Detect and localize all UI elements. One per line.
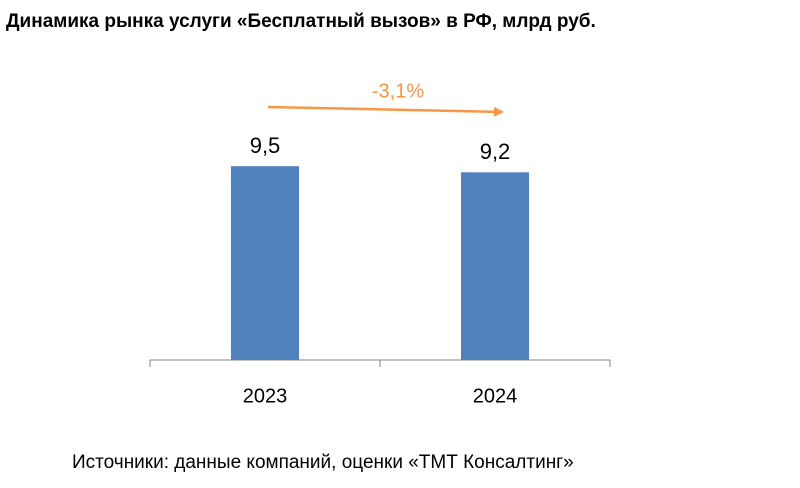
chart-title: Динамика рынка услуги «Бесплатный вызов»… — [6, 11, 596, 32]
x-tick-label: 2024 — [473, 385, 518, 407]
x-tick-label: 2023 — [243, 385, 288, 407]
source-note: Источники: данные компаний, оценки «ТМТ … — [72, 452, 574, 473]
bar — [461, 172, 529, 360]
bar — [231, 166, 299, 360]
value-label: 9,2 — [480, 139, 511, 164]
trend-arrow — [267, 105, 504, 117]
value-label: 9,5 — [250, 133, 281, 158]
annotation: -3,1% — [372, 80, 424, 102]
